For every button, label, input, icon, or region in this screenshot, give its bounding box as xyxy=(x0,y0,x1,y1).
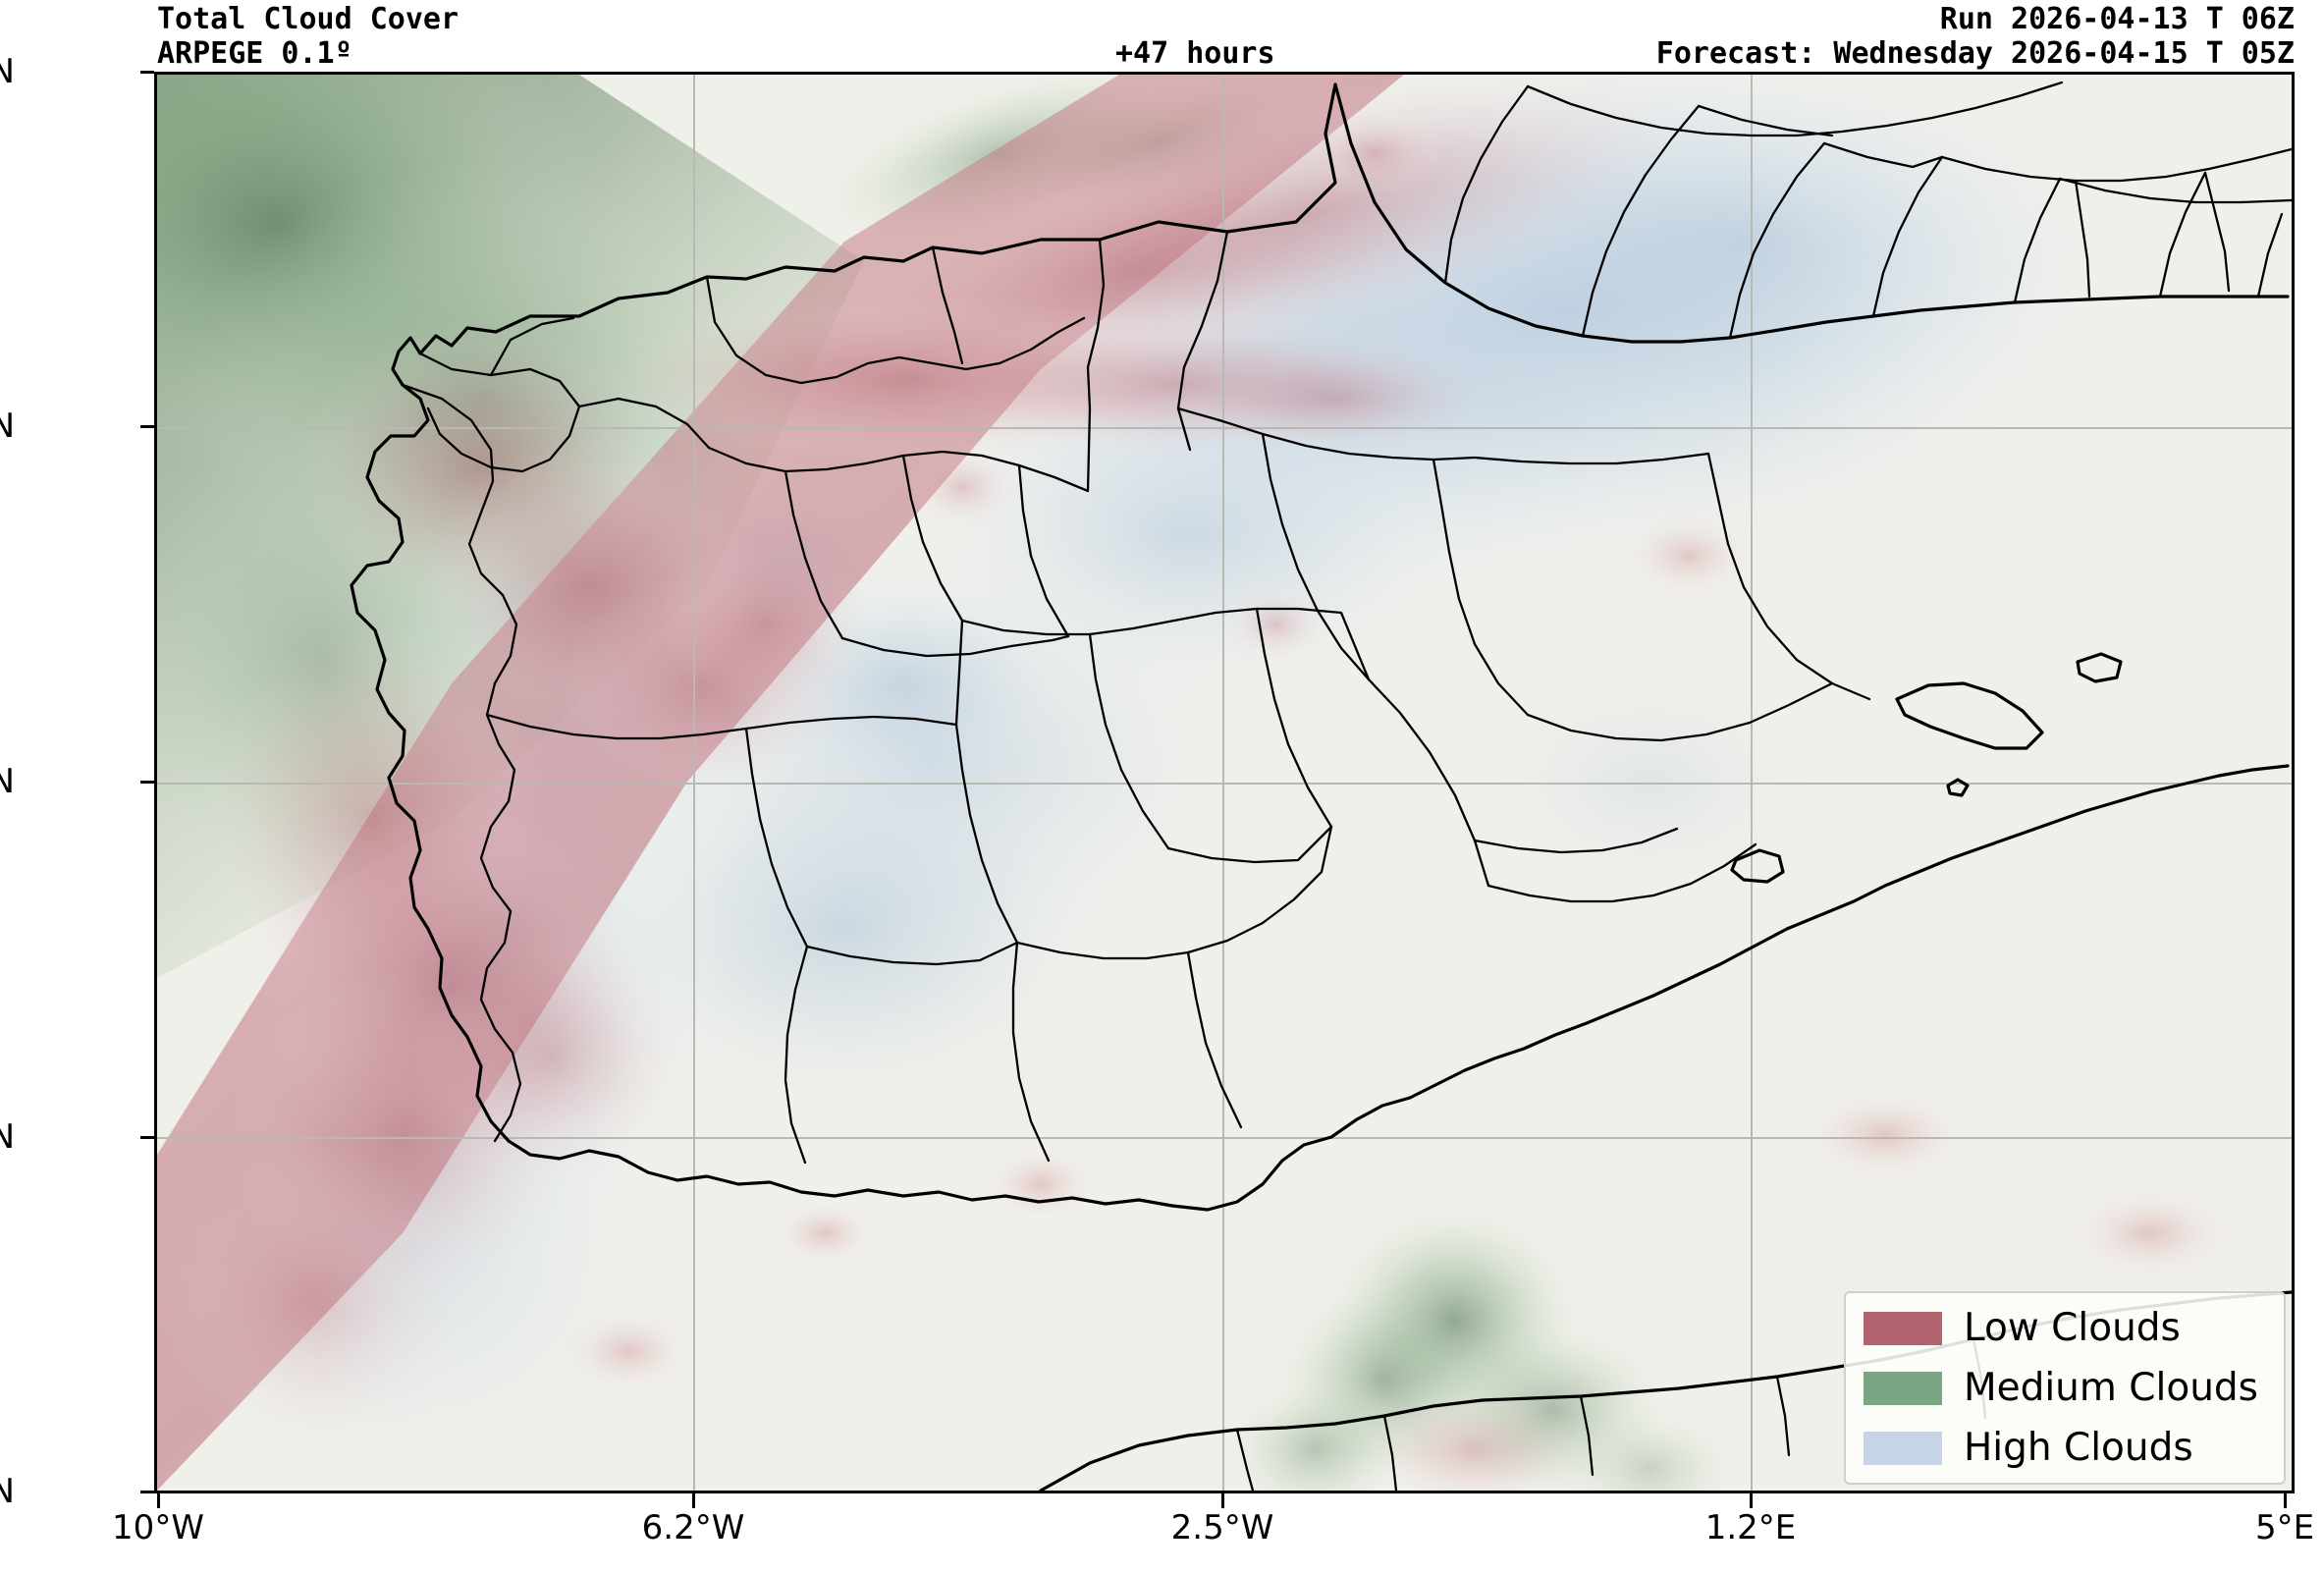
model-label: ARPEGE 0.1º xyxy=(157,36,352,71)
legend-item-medium-clouds: Medium Clouds xyxy=(1863,1366,2258,1410)
coastline-and-borders-layer xyxy=(350,81,2292,1491)
xtick-label-62w: 6.2°W xyxy=(641,1508,745,1547)
xtick-mark xyxy=(1750,1493,1753,1508)
ytick-label-35n: 35°N xyxy=(0,1472,15,1511)
legend-label-low-clouds: Low Clouds xyxy=(1963,1306,2181,1350)
ytick-mark xyxy=(140,781,154,784)
xtick-mark xyxy=(2284,1493,2287,1508)
legend-item-high-clouds: High Clouds xyxy=(1863,1426,2258,1470)
gridline-lon-25w xyxy=(1222,75,1224,1491)
legend-item-low-clouds: Low Clouds xyxy=(1863,1306,2258,1350)
ytick-label-425n: 42.5°N xyxy=(0,407,15,446)
gridline-lat-40n xyxy=(157,783,2292,785)
forecast-hours-label: +47 hours xyxy=(1115,36,1275,71)
gridline-lat-425n xyxy=(157,427,2292,429)
legend-swatch-low-clouds xyxy=(1863,1311,1942,1345)
legend-swatch-high-clouds xyxy=(1863,1431,1942,1465)
forecast-timestamp-label: Forecast: Wednesday 2026-04-15 T 05Z xyxy=(1655,36,2295,71)
ytick-label-40n: 40°N xyxy=(0,762,15,801)
run-timestamp-label: Run 2026-04-13 T 06Z xyxy=(1939,2,2295,36)
xtick-label-10w: 10°W xyxy=(112,1508,204,1547)
ytick-mark xyxy=(140,425,154,428)
gridline-lat-375n xyxy=(157,1137,2292,1139)
gridline-lon-12e xyxy=(1751,75,1753,1491)
ytick-label-45n: 45°N xyxy=(0,52,15,91)
xtick-label-12e: 1.2°E xyxy=(1704,1508,1797,1547)
gridline-lon-62w xyxy=(693,75,695,1491)
xtick-mark xyxy=(692,1493,695,1508)
xtick-mark xyxy=(157,1493,160,1508)
ytick-mark xyxy=(140,1491,154,1493)
ytick-mark xyxy=(140,1136,154,1139)
ytick-label-375n: 37.5°N xyxy=(0,1117,15,1157)
xtick-label-5e: 5°E xyxy=(2254,1508,2315,1547)
map-plot-area[interactable]: Low Clouds Medium Clouds High Clouds xyxy=(154,72,2295,1493)
legend-swatch-medium-clouds xyxy=(1863,1371,1942,1405)
xtick-mark xyxy=(1221,1493,1224,1508)
page-title: Total Cloud Cover xyxy=(157,2,459,36)
legend-label-high-clouds: High Clouds xyxy=(1963,1426,2193,1470)
xtick-label-25w: 2.5°W xyxy=(1170,1508,1274,1547)
legend-label-medium-clouds: Medium Clouds xyxy=(1963,1366,2258,1410)
legend: Low Clouds Medium Clouds High Clouds xyxy=(1843,1291,2286,1485)
ytick-mark xyxy=(140,71,154,74)
